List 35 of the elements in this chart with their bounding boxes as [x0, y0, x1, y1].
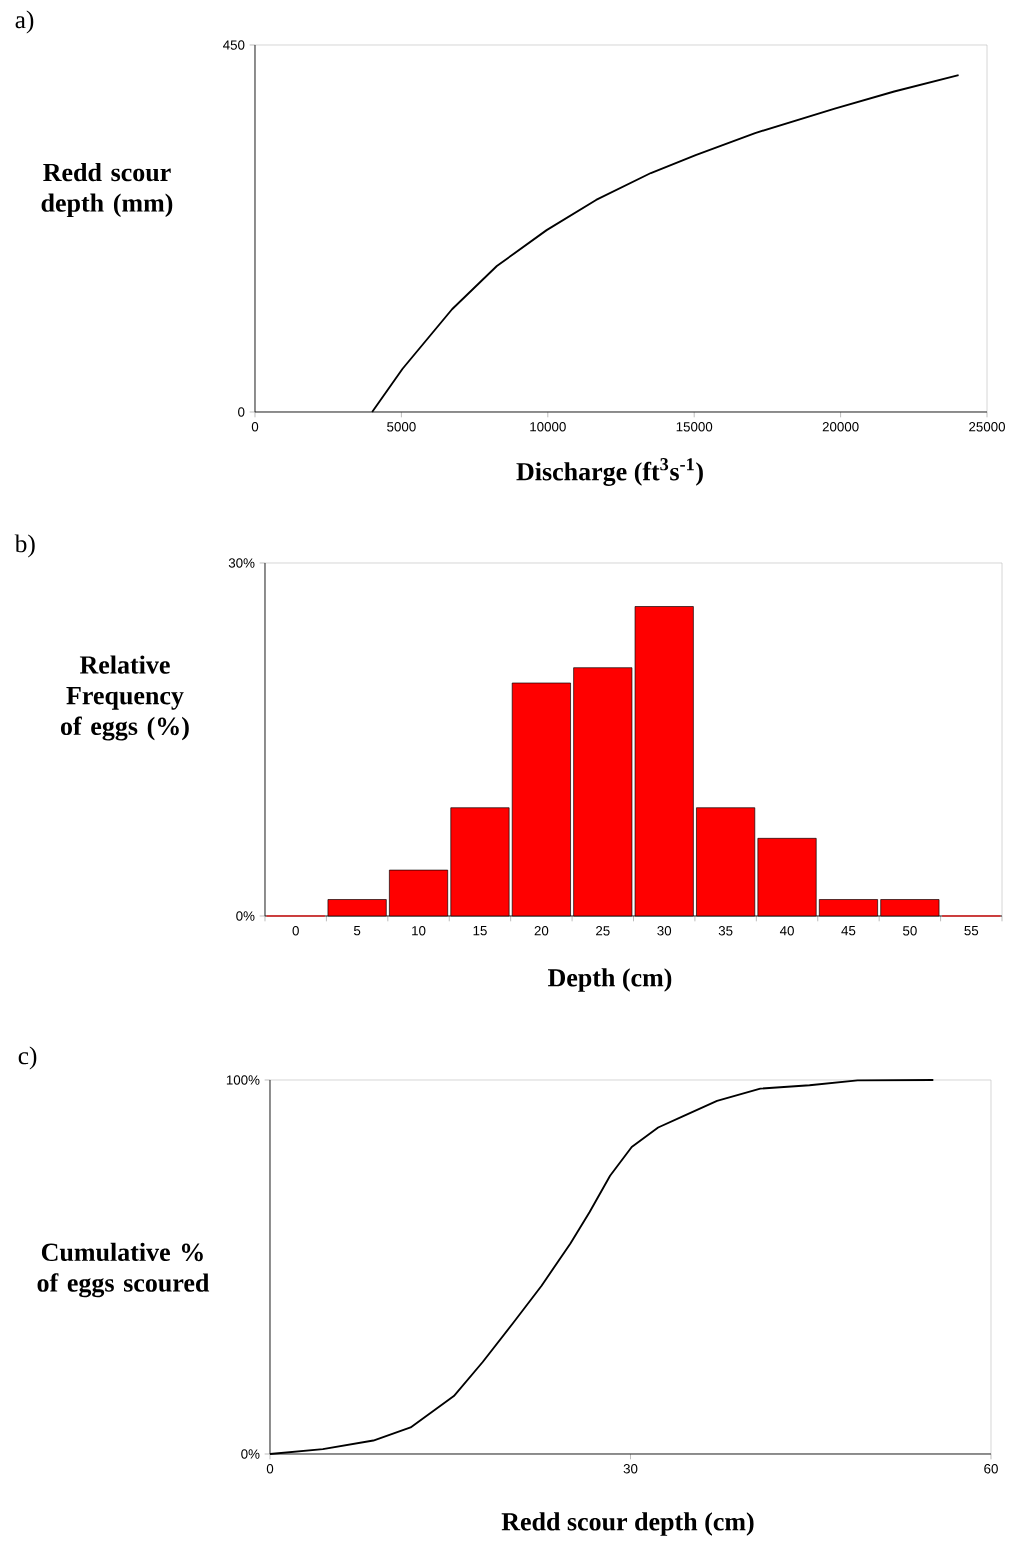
x-tick-label: 45 — [841, 926, 856, 936]
y-tick-label: 100% — [226, 1075, 260, 1085]
x-tick-label: 60 — [984, 1464, 998, 1474]
x-tick-label: 20000 — [822, 422, 859, 432]
y-tick-label: 450 — [223, 40, 245, 50]
x-tick-label: 50 — [903, 926, 917, 936]
x-tick-label: 25 — [596, 926, 610, 936]
x-tick-label: 15000 — [676, 422, 713, 432]
x-axis-title: Discharge (ft$^{3}$s$^{-1}$) — [516, 458, 703, 486]
y-tick-label: 0% — [241, 1449, 260, 1459]
x-tick-label: 55 — [964, 926, 979, 936]
text: a) — [15, 10, 34, 34]
x-tick-label: 5000 — [387, 422, 416, 432]
x-tick-label: 10 — [412, 926, 426, 936]
y-axis-title: Redd scour depth (mm) — [41, 162, 173, 218]
x-tick-label: 0 — [266, 1464, 274, 1474]
y-axis-title: Cumulative % of eggs scoured — [37, 1242, 210, 1298]
x-tick-label: 35 — [718, 926, 733, 936]
y-tick-label: 0% — [236, 911, 255, 921]
x-tick-label: 30 — [657, 926, 672, 936]
y-axis-title: Relative Frequency of eggs (%) — [60, 655, 189, 741]
x-tick-label: 10000 — [530, 422, 566, 432]
x-axis-title: Depth (cm) — [547, 968, 672, 992]
x-axis-title: Redd scour depth (cm) — [501, 1512, 754, 1536]
x-tick-label: 0 — [292, 926, 299, 936]
x-tick-label: 40 — [779, 926, 794, 936]
x-tick-label: 30 — [623, 1464, 638, 1474]
y-tick-label: 0 — [238, 407, 245, 417]
x-tick-label: 5 — [353, 926, 361, 936]
x-tick-label: 15 — [473, 926, 487, 936]
text: b) — [14, 534, 35, 558]
text: c) — [18, 1046, 37, 1070]
y-tick-label: 30% — [228, 558, 255, 568]
x-tick-label: 20 — [534, 926, 549, 936]
x-tick-label: 25000 — [969, 422, 1006, 432]
